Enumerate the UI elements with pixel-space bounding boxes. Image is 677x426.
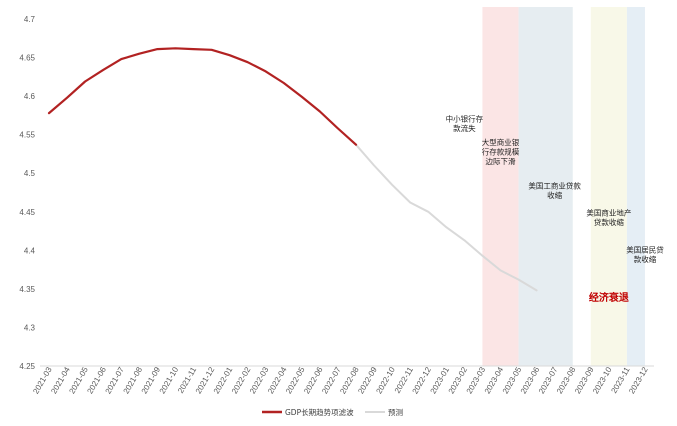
y-tick-label: 4.5 xyxy=(24,169,36,178)
annotations: 中小银行存款流失大型商业银行存款规模边际下滑美国工商业贷款收缩美国商业地产贷款收… xyxy=(446,113,665,304)
annotation-label: 边际下滑 xyxy=(486,156,516,166)
y-tick-label: 4.55 xyxy=(19,131,35,140)
annotation-label: 大型商业银 xyxy=(482,137,520,147)
recession-label: 经济衰退 xyxy=(589,291,629,304)
legend-label-forecast: 预测 xyxy=(388,407,403,417)
y-tick-label: 4.4 xyxy=(24,246,36,255)
y-tick-label: 4.7 xyxy=(24,15,36,24)
legend-label-gdp-trend: GDP长期趋势项滤波 xyxy=(285,407,354,417)
legend: GDP长期趋势项滤波 预测 xyxy=(262,407,403,417)
annotation-label: 行存款规模 xyxy=(482,147,520,157)
y-tick-label: 4.45 xyxy=(19,208,35,217)
shaded-region-0 xyxy=(482,7,519,366)
y-tick-label: 4.3 xyxy=(24,323,36,332)
annotation-label: 美国居民贷 xyxy=(626,244,664,254)
annotation-label: 美国商业地产 xyxy=(586,207,631,217)
y-tick-label: 4.35 xyxy=(19,285,35,294)
series-line-gdp-trend xyxy=(47,47,358,146)
shaded-region-1 xyxy=(518,7,573,366)
shaded-region-2 xyxy=(590,7,627,366)
series-line-forecast xyxy=(355,143,538,292)
series-lines xyxy=(47,47,538,292)
annotation-label: 收缩 xyxy=(547,190,562,200)
shaded-region-3 xyxy=(626,7,645,366)
y-tick-label: 4.6 xyxy=(24,92,36,101)
annotation-label: 款流失 xyxy=(453,123,476,133)
annotation-label: 贷款收缩 xyxy=(594,217,624,227)
annotation-label: 款收缩 xyxy=(634,254,657,264)
annotation-label: 美国工商业贷款 xyxy=(528,180,581,190)
shaded-regions xyxy=(482,7,645,366)
y-tick-label: 4.25 xyxy=(19,362,35,371)
annotation-label: 中小银行存 xyxy=(446,113,484,123)
y-tick-label: 4.65 xyxy=(19,54,35,63)
